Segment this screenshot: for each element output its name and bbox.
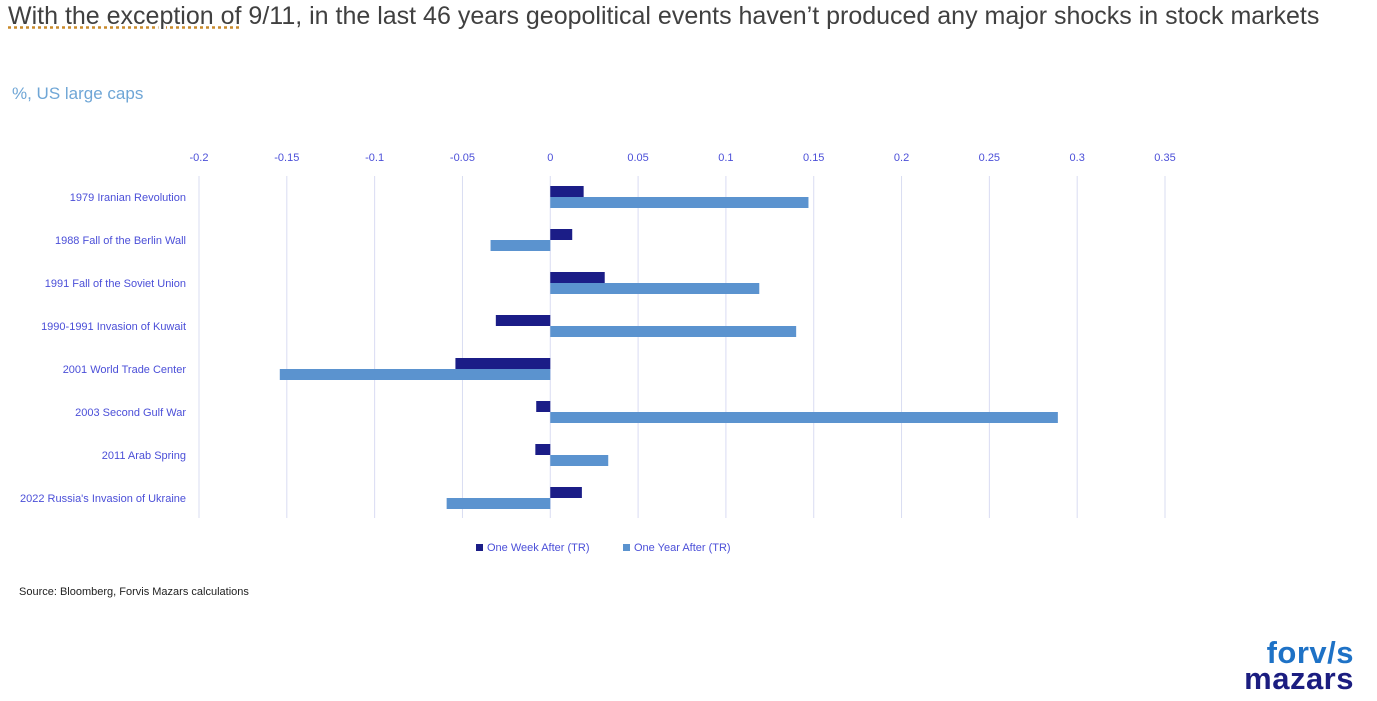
bar-one-week-after [550, 487, 582, 498]
x-tick-label: -0.2 [190, 152, 209, 164]
category-label: 2001 World Trade Center [63, 364, 187, 376]
bar-one-year-after [446, 498, 551, 509]
category-label: 2011 Arab Spring [102, 450, 186, 462]
bar-one-year-after [550, 283, 760, 294]
category-label: 1991 Fall of the Soviet Union [45, 278, 186, 290]
x-tick-label: 0.3 [1070, 152, 1085, 164]
bar-one-year-after [279, 369, 551, 380]
bar-one-week-after [550, 186, 584, 197]
legend-swatch [623, 544, 630, 551]
x-tick-label: 0.1 [718, 152, 733, 164]
title-rest: 9/11, in the last 46 years geopolitical … [241, 2, 1320, 30]
title-underlined-part: With the exception of [8, 2, 242, 30]
category-label: 1979 Iranian Revolution [70, 192, 186, 204]
x-tick-label: 0.2 [894, 152, 909, 164]
bar-one-week-after [536, 401, 551, 412]
x-tick-label: 0.25 [979, 152, 1000, 164]
bar-one-week-after [550, 272, 605, 283]
forvis-mazars-logo: forv/s mazars [1244, 635, 1354, 696]
x-tick-label: -0.05 [450, 152, 475, 164]
x-tick-label: 0.15 [803, 152, 824, 164]
x-tick-label: 0 [547, 152, 553, 164]
bar-one-year-after [550, 326, 797, 337]
x-tick-label: 0.35 [1154, 152, 1175, 164]
bar-one-week-after [550, 229, 573, 240]
bar-one-week-after [495, 315, 551, 326]
legend-label: One Week After (TR) [487, 542, 590, 554]
bar-one-year-after [550, 455, 609, 466]
category-label: 1988 Fall of the Berlin Wall [55, 235, 186, 247]
legend-swatch [476, 544, 483, 551]
bar-one-year-after [550, 197, 809, 208]
category-label: 1990-1991 Invasion of Kuwait [41, 321, 186, 333]
category-label: 2003 Second Gulf War [75, 407, 186, 419]
bar-one-week-after [535, 444, 551, 455]
x-tick-label: -0.1 [365, 152, 384, 164]
x-tick-label: -0.15 [274, 152, 299, 164]
source-note: Source: Bloomberg, Forvis Mazars calcula… [19, 586, 249, 598]
chart-title: With the exception of 9/11, in the last … [8, 0, 1328, 32]
bar-one-week-after [455, 358, 551, 369]
bar-one-year-after [550, 412, 1058, 423]
bar-one-year-after [490, 240, 551, 251]
category-label: 2022 Russia's Invasion of Ukraine [20, 493, 186, 505]
legend-label: One Year After (TR) [634, 542, 731, 554]
x-tick-label: 0.05 [627, 152, 648, 164]
chart-subtitle: %, US large caps [12, 84, 144, 103]
bar-chart: -0.2 -0.15 -0.1 -0.05 0 0.05 0.1 0.15 0.2 0.25 0.3… [20, 152, 1176, 554]
